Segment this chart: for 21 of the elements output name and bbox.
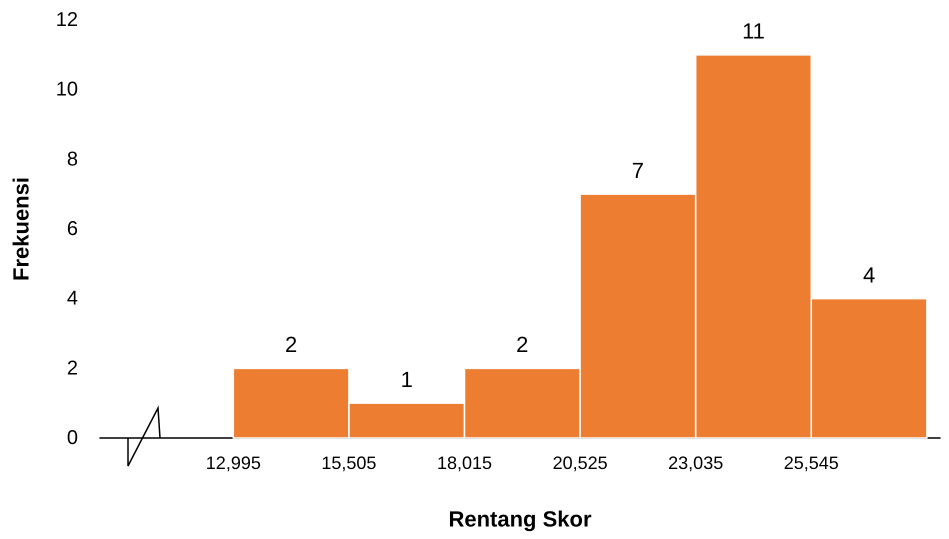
data-label: 7 — [632, 158, 644, 183]
y-tick-label: 4 — [66, 288, 78, 310]
data-label: 2 — [516, 332, 528, 358]
data-label: 2 — [284, 332, 298, 358]
y-tick-label: 2 — [66, 357, 78, 380]
y-tick-label: 0 — [66, 427, 78, 449]
data-label: 1 — [400, 366, 413, 392]
x-tick-label: 15,505 — [321, 453, 376, 473]
x-tick-label: 20,525 — [552, 453, 608, 473]
x-tick-label: 12,995 — [206, 453, 261, 473]
data-label: 4 — [862, 262, 876, 288]
x-tick-label: 25,545 — [784, 453, 839, 473]
y-axis-title: Frekuensi — [8, 177, 34, 281]
x-tick-label: 18,015 — [436, 453, 492, 473]
y-tick-label: 6 — [66, 218, 78, 240]
y-tick-label: 8 — [66, 148, 78, 170]
y-tick-label: 10 — [56, 78, 78, 101]
x-axis-title: Rentang Skor — [448, 506, 592, 532]
data-label: 11 — [742, 18, 765, 44]
y-tick-label: 12 — [56, 9, 78, 31]
x-tick-label: 23,035 — [668, 453, 724, 473]
